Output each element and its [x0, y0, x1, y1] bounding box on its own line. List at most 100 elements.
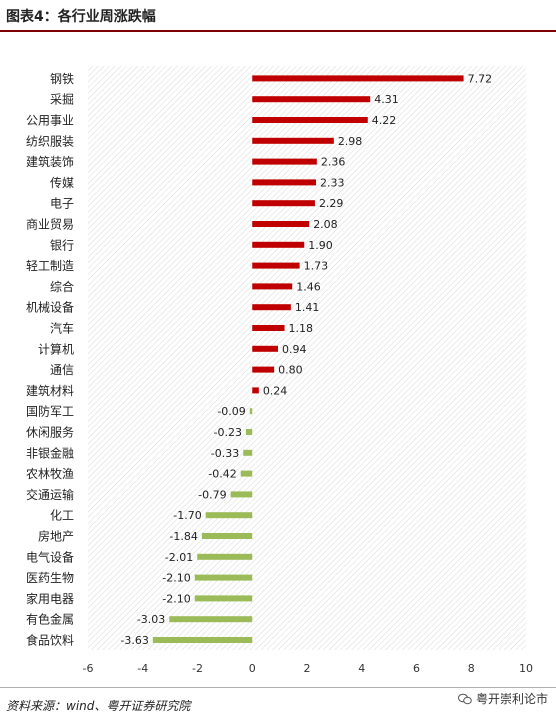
data-label: 4.31 — [374, 93, 399, 106]
bar — [252, 75, 464, 82]
category-label: 农林牧渔 — [26, 467, 74, 481]
bar — [252, 117, 368, 123]
bar — [252, 96, 371, 103]
bars — [152, 75, 464, 643]
data-label: -0.33 — [211, 447, 239, 460]
category-label: 传媒 — [50, 175, 74, 190]
category-label: 交通运输 — [26, 487, 74, 502]
category-label: 钢铁 — [50, 72, 74, 86]
bar — [243, 449, 253, 456]
data-label: -1.70 — [173, 509, 201, 522]
bar — [194, 595, 253, 602]
category-label: 国防军工 — [26, 404, 74, 419]
data-label: -0.09 — [217, 405, 245, 418]
bar-chart: -6 -4 -2 0 2 4 6 8 10 钢铁采掘公用事业纺织服装建筑装饰传媒电子商业贸易银行… — [26, 66, 533, 675]
bar — [252, 137, 334, 144]
data-label: -0.23 — [213, 426, 241, 439]
bar — [252, 221, 310, 227]
bar — [252, 179, 317, 186]
category-label: 食品饮料 — [26, 633, 74, 648]
category-label: 采掘 — [50, 92, 74, 107]
category-label: 休闲服务 — [26, 425, 74, 440]
source-note: 资料来源：wind、粤开证券研究院 — [6, 699, 191, 713]
category-label: 医药生物 — [26, 571, 74, 585]
bar — [230, 491, 253, 498]
category-label: 建筑材料 — [26, 383, 74, 398]
data-label: 2.98 — [338, 135, 363, 148]
watermark: 粤开崇利论市 — [457, 690, 548, 707]
category-label: 汽车 — [50, 321, 74, 336]
x-tick-label: 6 — [413, 662, 420, 675]
bar — [252, 366, 275, 373]
bar — [252, 283, 293, 290]
x-axis: -6 -4 -2 0 2 4 6 8 10 — [83, 662, 533, 675]
data-label: -0.42 — [208, 468, 236, 481]
x-tick-label: 8 — [468, 662, 475, 675]
value-labels: 7.72 4.31 4.22 2.98 2.36 2.33 2.29 2.08 1.90 1.73… — [120, 72, 492, 647]
bar — [249, 408, 253, 415]
footer-rule — [0, 687, 556, 688]
category-label: 通信 — [50, 363, 74, 377]
category-label: 非银金融 — [26, 445, 74, 460]
x-tick-label: -2 — [192, 662, 203, 675]
data-label: -2.10 — [162, 572, 190, 585]
data-label: -3.63 — [120, 634, 148, 647]
category-labels: 钢铁采掘公用事业纺织服装建筑装饰传媒电子商业贸易银行轻工制造综合机械设备汽车计算… — [26, 72, 74, 648]
data-label: -3.03 — [137, 613, 165, 626]
data-label: 2.33 — [320, 176, 345, 189]
bar — [252, 304, 291, 311]
bar — [252, 387, 259, 394]
category-label: 银行 — [50, 238, 74, 252]
category-label: 房地产 — [38, 529, 74, 544]
data-label: -0.79 — [198, 488, 226, 501]
bar — [197, 553, 253, 560]
category-label: 有色金属 — [26, 612, 74, 627]
bar — [169, 616, 253, 623]
watermark-text: 粤开崇利论市 — [475, 692, 548, 706]
x-tick-label: 4 — [358, 662, 365, 675]
category-label: 商业贸易 — [26, 217, 74, 232]
bar — [252, 325, 285, 331]
category-label: 建筑装饰 — [26, 154, 74, 169]
data-label: 4.22 — [372, 114, 397, 127]
category-label: 电气设备 — [26, 549, 74, 564]
category-label: 纺织服装 — [26, 134, 74, 148]
data-label: 2.36 — [321, 156, 346, 169]
bar — [252, 262, 300, 269]
chart-title: 图表4：各行业周涨跌幅 — [6, 9, 156, 25]
category-label: 机械设备 — [26, 300, 74, 315]
bar — [252, 241, 305, 248]
category-label: 计算机 — [38, 341, 74, 356]
x-tick-label: 0 — [249, 662, 256, 675]
data-label: 1.90 — [308, 239, 333, 252]
data-label: 0.94 — [282, 343, 307, 356]
data-label: 1.18 — [289, 322, 314, 335]
category-label: 综合 — [50, 279, 74, 294]
category-label: 化工 — [50, 509, 74, 523]
data-label: -2.10 — [162, 592, 190, 605]
data-label: -2.01 — [165, 551, 193, 564]
x-tick-label: 10 — [519, 662, 533, 675]
wechat-icon — [457, 693, 472, 704]
bar — [252, 158, 317, 165]
category-label: 家用电器 — [26, 591, 74, 606]
category-label: 公用事业 — [26, 114, 74, 128]
bar — [245, 429, 253, 435]
category-label: 轻工制造 — [26, 259, 74, 273]
data-label: 1.73 — [304, 260, 329, 273]
data-label: 1.41 — [295, 301, 320, 314]
data-label: -1.84 — [169, 530, 197, 543]
title-rule — [0, 30, 556, 32]
x-tick-label: -4 — [137, 662, 148, 675]
bar — [240, 470, 253, 477]
bar — [152, 637, 253, 643]
bar — [252, 345, 278, 352]
category-label: 电子 — [50, 197, 74, 211]
data-label: 2.08 — [313, 218, 338, 231]
plot-area — [88, 66, 526, 650]
data-label: 0.80 — [278, 364, 303, 377]
x-tick-label: -6 — [83, 662, 94, 675]
bar — [194, 574, 253, 581]
data-label: 1.46 — [296, 280, 321, 293]
data-label: 0.24 — [263, 384, 288, 397]
